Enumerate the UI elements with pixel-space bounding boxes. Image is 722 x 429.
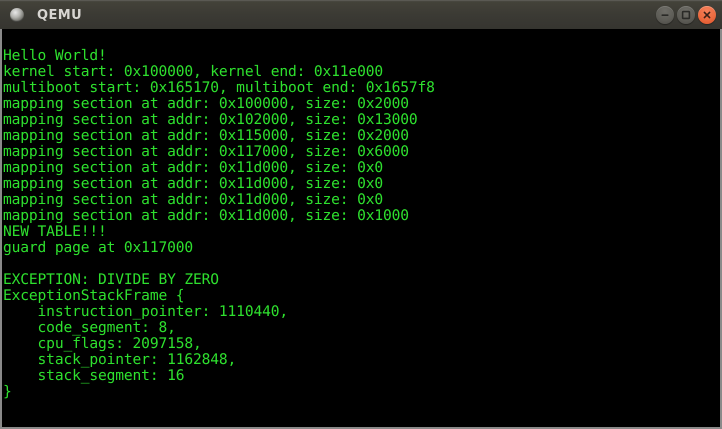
terminal-line: cpu_flags: 2097158, [3,335,202,352]
window-titlebar[interactable]: QEMU [0,0,722,29]
terminal-line: ExceptionStackFrame { [3,287,185,304]
minimize-icon [661,14,669,16]
terminal-line: mapping section at addr: 0x117000, size:… [3,143,409,160]
terminal-line: } [3,383,12,400]
terminal-line: guard page at 0x117000 [3,239,193,256]
terminal-line: mapping section at addr: 0x11d000, size:… [3,159,383,176]
terminal-line: NEW TABLE!!! [3,223,107,240]
terminal-line: mapping section at addr: 0x102000, size:… [3,111,418,128]
terminal-line: mapping section at addr: 0x11d000, size:… [3,207,409,224]
window-title: QEMU [37,7,83,23]
terminal-line: stack_segment: 16 [3,367,185,384]
maximize-icon [681,10,691,20]
terminal-line: stack_pointer: 1162848, [3,351,237,368]
minimize-button[interactable] [656,6,674,24]
terminal-line: Hello World! [3,47,107,64]
terminal-line: kernel start: 0x100000, kernel end: 0x11… [3,63,383,80]
terminal-line: mapping section at addr: 0x11d000, size:… [3,191,383,208]
terminal-line: mapping section at addr: 0x100000, size:… [3,95,409,112]
terminal-line: mapping section at addr: 0x115000, size:… [3,127,409,144]
window-controls [656,6,716,24]
terminal-line: instruction_pointer: 1110440, [3,303,289,320]
maximize-button[interactable] [677,6,695,24]
terminal-line: mapping section at addr: 0x11d000, size:… [3,175,383,192]
close-icon [703,11,711,19]
terminal-frame: Hello World! kernel start: 0x100000, kern… [0,29,722,429]
qemu-terminal-output[interactable]: Hello World! kernel start: 0x100000, kern… [2,29,720,427]
qemu-app-icon [10,8,24,22]
terminal-line: code_segment: 8, [3,319,176,336]
terminal-line: EXCEPTION: DIVIDE BY ZERO [3,271,219,288]
terminal-line: multiboot start: 0x165170, multiboot end… [3,79,435,96]
terminal-line [3,256,720,272]
close-button[interactable] [698,6,716,24]
